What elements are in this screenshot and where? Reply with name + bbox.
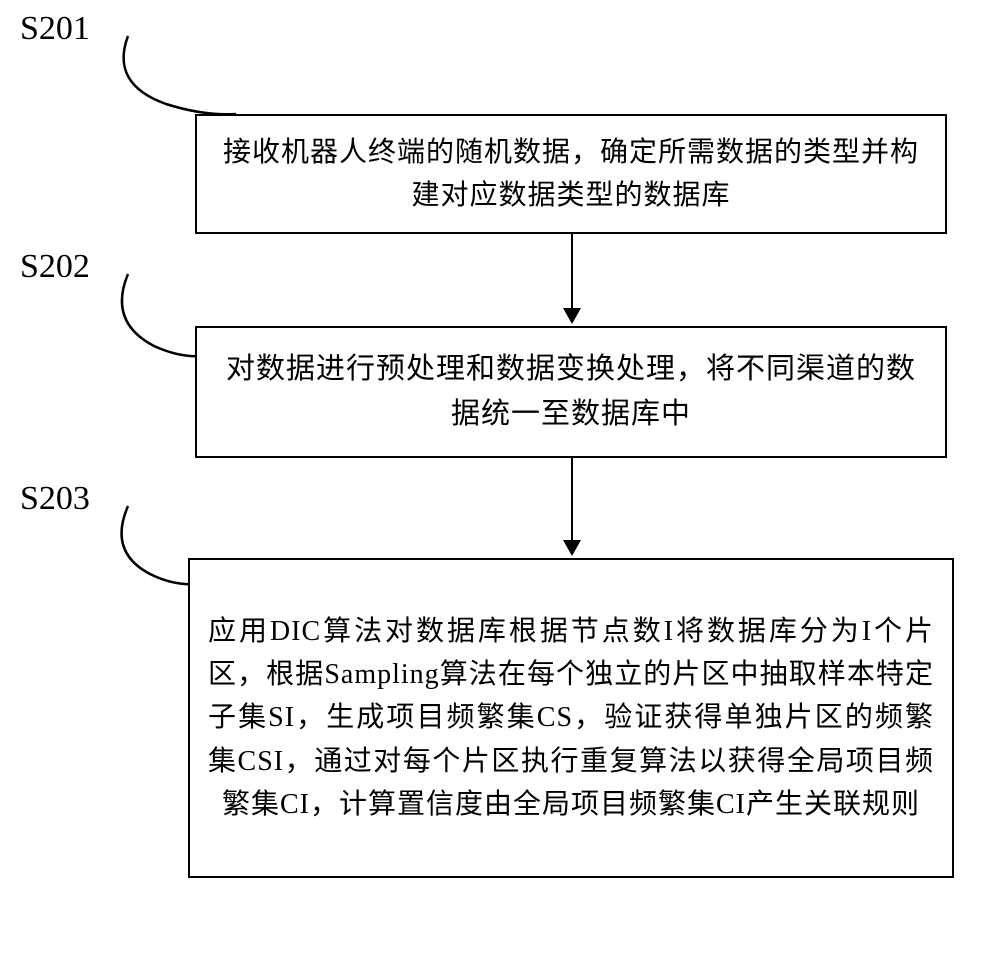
process-text-s203: 应用DIC算法对数据库根据节点数I将数据库分为I个片区，根据Sampling算法… (208, 610, 934, 827)
process-text-s202: 对数据进行预处理和数据变换处理，将不同渠道的数据统一至数据库中 (215, 347, 927, 437)
flowchart-canvas: S201 接收机器人终端的随机数据，确定所需数据的类型并构建对应数据类型的数据库… (0, 0, 1000, 960)
process-text-s201: 接收机器人终端的随机数据，确定所需数据的类型并构建对应数据类型的数据库 (215, 131, 927, 218)
connector-s201 (104, 26, 244, 122)
step-label-s203: S203 (20, 480, 90, 518)
arrow-s202-to-s203 (571, 458, 573, 558)
step-label-s201: S201 (20, 10, 90, 48)
process-box-s201: 接收机器人终端的随机数据，确定所需数据的类型并构建对应数据类型的数据库 (195, 114, 947, 234)
process-box-s202: 对数据进行预处理和数据变换处理，将不同渠道的数据统一至数据库中 (195, 326, 947, 458)
process-box-s203: 应用DIC算法对数据库根据节点数I将数据库分为I个片区，根据Sampling算法… (188, 558, 954, 878)
step-label-s202: S202 (20, 248, 90, 286)
arrow-s201-to-s202 (571, 234, 573, 326)
